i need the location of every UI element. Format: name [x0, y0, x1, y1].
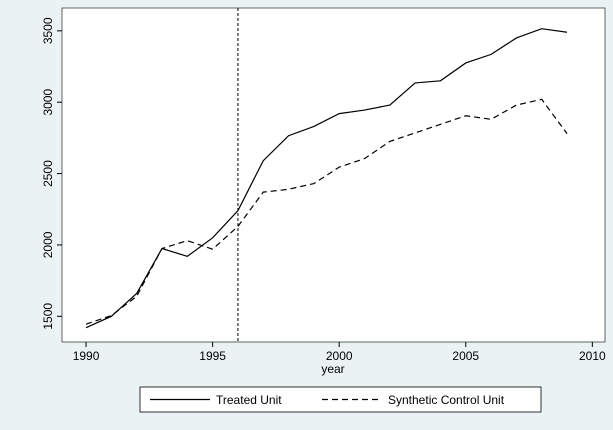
y-tick-label: 2500: [41, 160, 55, 187]
x-tick-label: 2010: [579, 349, 606, 363]
y-tick-label: 3000: [41, 89, 55, 116]
x-axis-label: year: [321, 362, 344, 376]
legend-label: Synthetic Control Unit: [388, 393, 505, 407]
x-tick-label: 1995: [199, 349, 226, 363]
x-tick-label: 1990: [73, 349, 100, 363]
plot-area: [61, 7, 606, 343]
y-tick-label: 2000: [41, 231, 55, 258]
x-tick-label: 2000: [326, 349, 353, 363]
y-tick-label: 1500: [41, 303, 55, 330]
y-tick-label: 3500: [41, 17, 55, 44]
series-line: [85, 28, 568, 329]
x-tick-label: 2005: [452, 349, 479, 363]
series-line: [85, 98, 568, 325]
legend-label: Treated Unit: [216, 393, 282, 407]
